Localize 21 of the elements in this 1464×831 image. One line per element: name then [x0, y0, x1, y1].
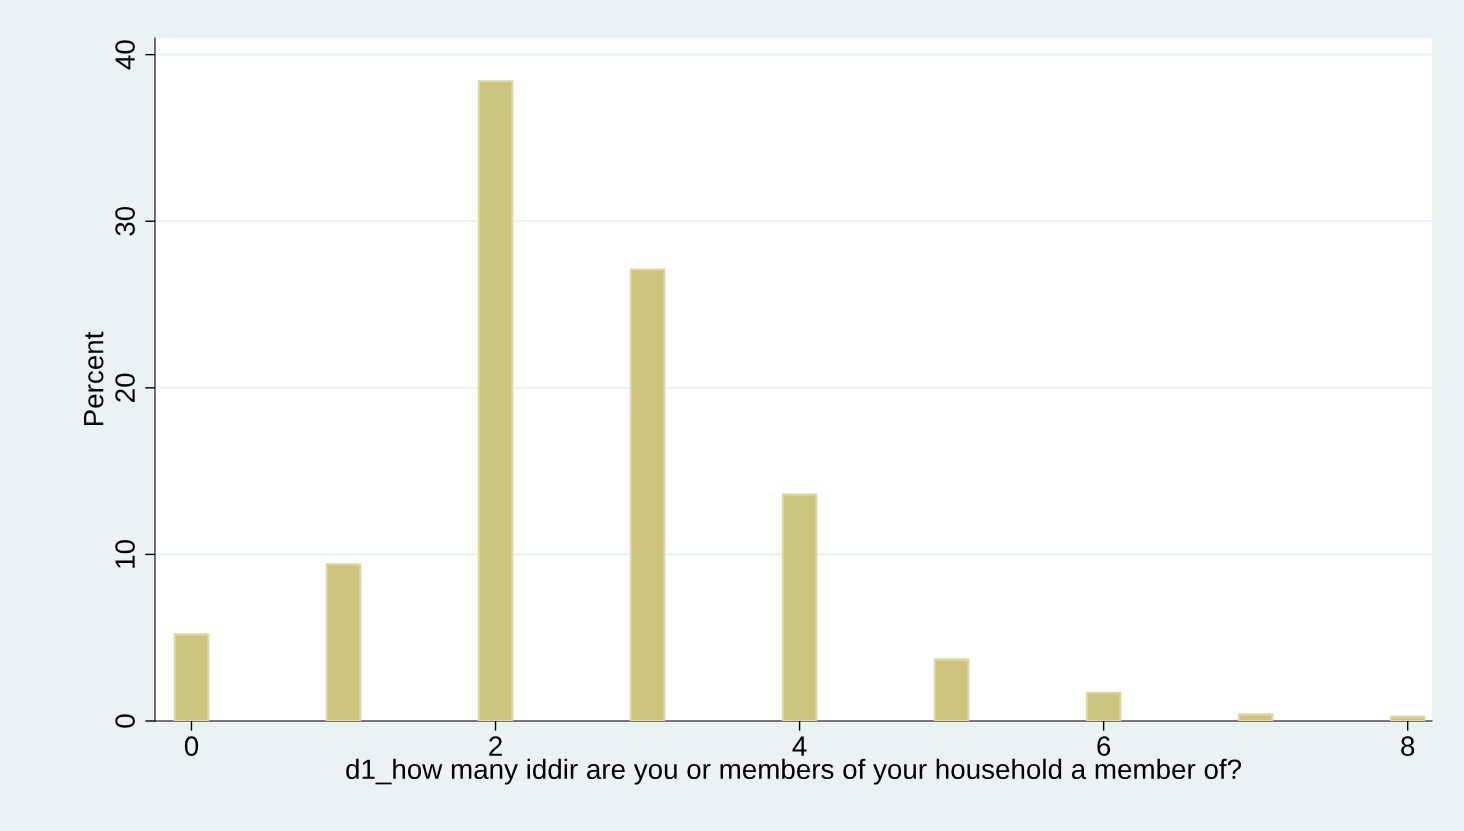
bar — [477, 80, 514, 721]
bar — [629, 268, 666, 721]
bar — [1389, 715, 1426, 721]
bar — [781, 493, 818, 721]
x-tick-label: 4 — [792, 736, 807, 756]
bar — [933, 658, 970, 721]
y-tick-label: 20 — [115, 373, 135, 402]
x-tick-label: 6 — [1097, 736, 1111, 756]
bar — [325, 563, 362, 721]
y-tick-label: 0 — [115, 714, 135, 728]
y-tick-label: 30 — [115, 206, 135, 236]
y-tick-label: 10 — [115, 540, 135, 568]
y-axis-title: Percent — [84, 331, 104, 426]
y-tick-label: 40 — [115, 40, 135, 70]
bar — [1085, 691, 1122, 721]
x-tick-label: 0 — [184, 736, 199, 756]
x-tick-label: 2 — [489, 736, 502, 756]
x-axis-title: d1_how many iddir are you or members of your household a member of? — [346, 758, 1242, 785]
x-tick-label: 8 — [1401, 736, 1415, 756]
bar — [173, 633, 210, 721]
bar — [1237, 713, 1274, 721]
